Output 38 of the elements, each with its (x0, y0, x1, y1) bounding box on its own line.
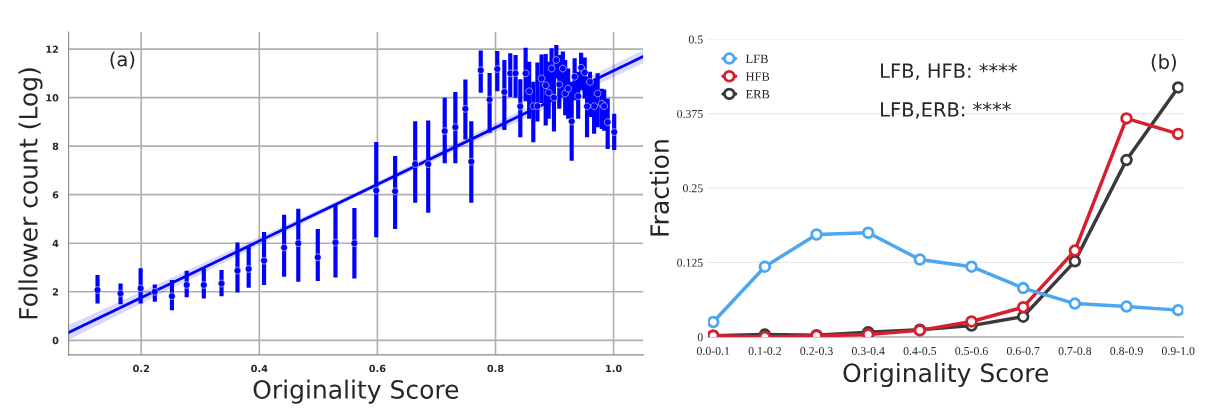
x-tick-label: 0.5-0.6 (955, 347, 988, 356)
annotation: LFB,ERB: **** (881, 102, 1011, 119)
x-tick-label: 0.6 (369, 364, 386, 373)
x-tick-label: 1.0 (606, 364, 622, 373)
y-tick-label: 0 (52, 336, 59, 345)
y-tick-label: 6 (52, 191, 59, 199)
y-axis-title: Fraction (649, 140, 669, 236)
x-tick-label: 0.7-0.8 (1058, 347, 1092, 356)
annotation: (a) (110, 51, 135, 69)
x-axis-title: Originality Score (253, 379, 459, 404)
x-tick-label: 0.4 (251, 364, 268, 373)
x-tick-label: 0.2-0.3 (800, 347, 833, 356)
y-tick-label: 8 (52, 142, 59, 150)
legend-label: LFB (745, 54, 768, 63)
x-tick-label: 0.3-0.4 (851, 347, 885, 356)
y-tick-label: 4 (52, 239, 59, 247)
legend-label: ERB (745, 90, 770, 99)
y-tick-label: 10 (46, 94, 59, 102)
legend-label: HFB (745, 72, 770, 81)
y-tick-label: 0.25 (682, 184, 703, 193)
y-tick-label: 12 (46, 45, 59, 53)
y-tick-label: 0.375 (677, 109, 703, 118)
annotation: LFB, HFB: **** (881, 63, 1018, 81)
x-tick-label: 0.8-0.9 (1110, 347, 1143, 356)
x-tick-label: 0.2 (133, 364, 149, 373)
y-tick-label: 0 (697, 333, 703, 342)
y-tick-label: 0.125 (677, 258, 703, 267)
x-tick-label: 0.6-0.7 (1006, 347, 1040, 356)
x-tick-label: 0.1-0.2 (748, 347, 781, 356)
x-tick-label: 0.0-0.1 (696, 347, 730, 356)
x-axis-title: Originality Score (843, 362, 1049, 388)
y-tick-label: 0.5 (688, 35, 703, 44)
x-tick-label: 0.8 (487, 364, 504, 373)
y-tick-label: 2 (52, 288, 59, 296)
x-tick-label: 0.9-1.0 (1161, 347, 1195, 356)
y-axis-title: Follower count (Log) (18, 68, 43, 319)
annotation: (b) (1151, 54, 1176, 72)
x-tick-label: 0.4-0.5 (903, 347, 937, 356)
